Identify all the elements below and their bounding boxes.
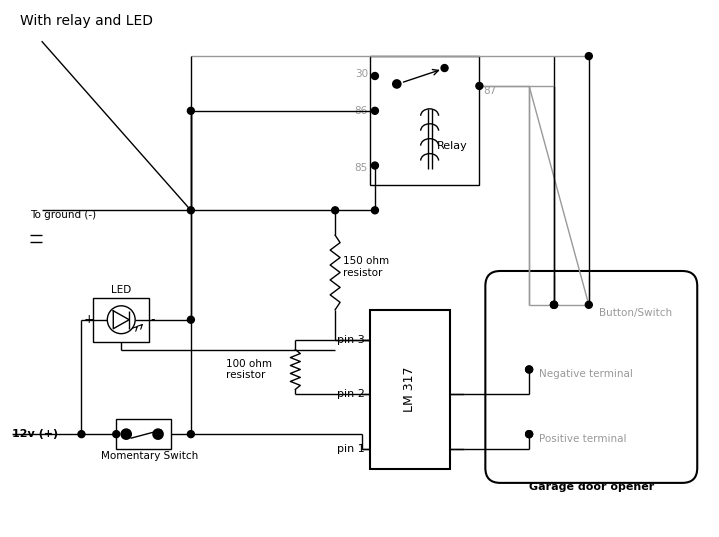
Text: +: + [84,313,95,326]
Text: 100 ohm
resistor: 100 ohm resistor [226,359,272,380]
Circle shape [331,207,339,214]
Circle shape [113,431,120,438]
Text: 150 ohm
resistor: 150 ohm resistor [343,256,389,278]
Circle shape [188,431,194,438]
Text: pin 3: pin 3 [337,335,365,345]
Text: LM 317: LM 317 [403,367,416,412]
Text: Positive terminal: Positive terminal [539,434,626,444]
Text: Button/Switch: Button/Switch [599,308,672,318]
Text: 30: 30 [355,69,368,79]
Circle shape [551,301,557,308]
Circle shape [188,316,194,323]
Text: 87: 87 [483,86,497,96]
Text: With relay and LED: With relay and LED [19,14,152,28]
Circle shape [526,431,533,438]
Circle shape [122,429,131,439]
Bar [116,419,171,449]
Circle shape [372,72,378,79]
Text: 86: 86 [354,106,368,116]
Circle shape [585,301,592,308]
Circle shape [526,366,533,373]
Circle shape [551,301,557,308]
Circle shape [188,207,194,214]
Text: pin 2: pin 2 [337,389,365,400]
Circle shape [372,162,378,169]
Bar [93,298,149,342]
Circle shape [526,366,533,373]
Circle shape [372,207,378,214]
Circle shape [78,431,85,438]
FancyBboxPatch shape [485,271,697,483]
Circle shape [188,107,194,114]
Text: Relay: Relay [436,141,467,151]
Text: 85: 85 [354,163,368,172]
Circle shape [551,301,557,308]
Text: 12v (+): 12v (+) [12,429,58,439]
Circle shape [526,431,533,438]
Text: Momentary Switch: Momentary Switch [101,451,198,461]
Text: To ground (-): To ground (-) [29,211,96,220]
Circle shape [441,64,448,71]
Text: Garage door opener: Garage door opener [528,482,654,492]
Circle shape [476,83,483,90]
Text: -: - [151,313,155,326]
Text: LED: LED [111,285,132,295]
Circle shape [393,80,400,88]
Text: Negative terminal: Negative terminal [539,369,633,380]
Bar [370,310,449,469]
Circle shape [153,429,163,439]
Circle shape [585,53,592,60]
Circle shape [372,107,378,114]
Bar [370,56,480,185]
Text: pin 1: pin 1 [337,444,365,454]
